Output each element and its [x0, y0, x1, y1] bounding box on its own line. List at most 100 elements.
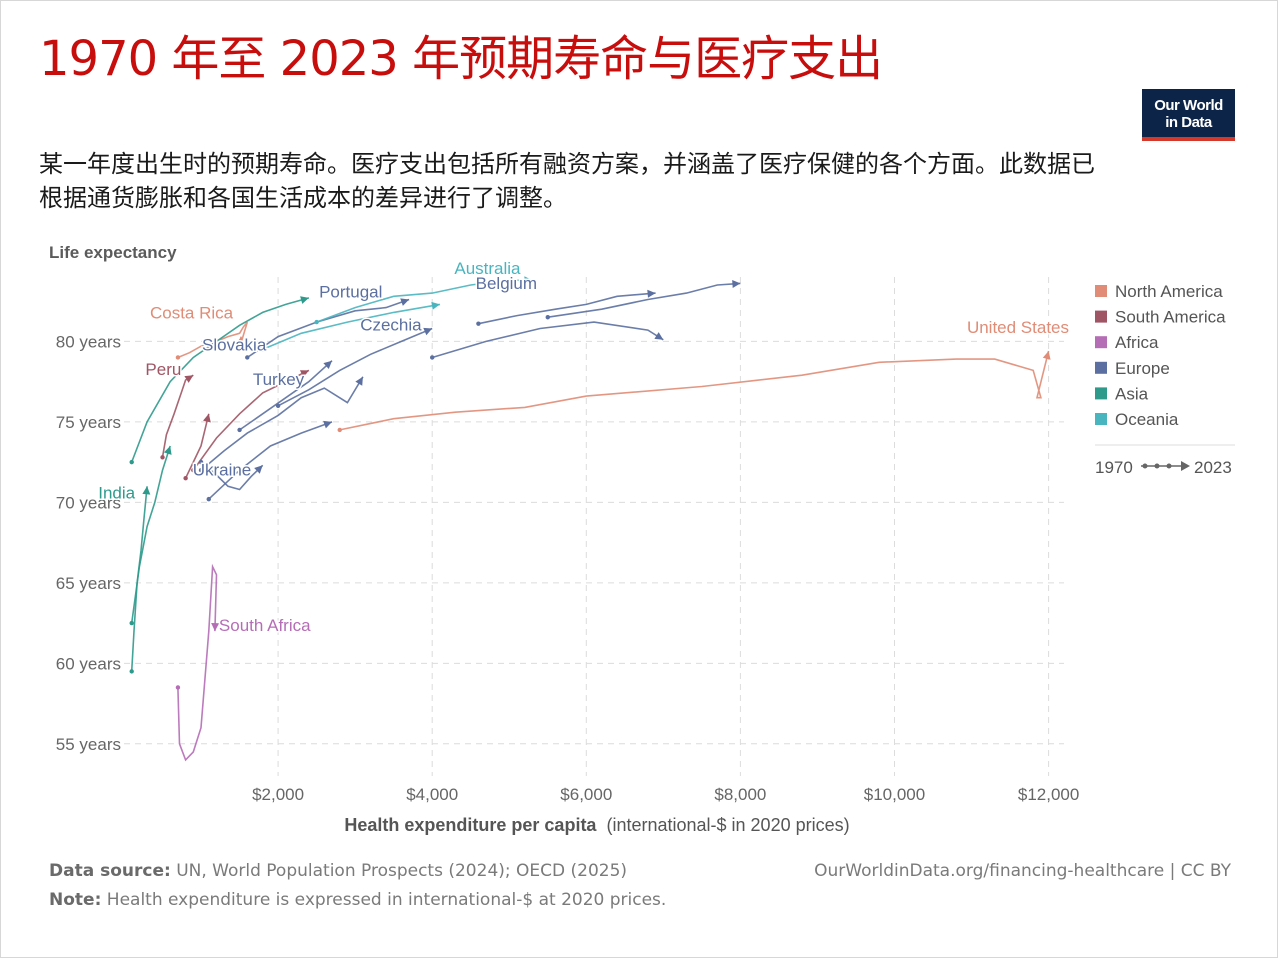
- series-line[interactable]: [431, 321, 664, 359]
- series-end-arrow: [163, 446, 172, 455]
- series-line[interactable]: [200, 376, 364, 471]
- series-end-arrow: [142, 486, 151, 495]
- series-start-point: [175, 685, 181, 690]
- series-line[interactable]: [130, 445, 171, 624]
- chart-subtitle: 某一年度出生时的预期寿命。医疗支出包括所有融资方案，并涵盖了医疗保健的各个方面。…: [39, 150, 1095, 212]
- data-source: Data source: UN, World Population Prospe…: [49, 861, 627, 881]
- series-label[interactable]: Belgium: [474, 273, 538, 295]
- series-line[interactable]: [316, 279, 533, 323]
- series-line[interactable]: [177, 321, 249, 359]
- x-tick-label: $2,000: [252, 785, 304, 804]
- series-line[interactable]: [208, 421, 333, 500]
- series-start-point: [191, 467, 196, 473]
- series-label[interactable]: Turkey: [251, 368, 306, 390]
- y-axis-label: Life expectancy: [49, 243, 177, 262]
- timeline-dot: [1166, 463, 1172, 469]
- x-tick-label: $8,000: [714, 785, 766, 804]
- owid-logo[interactable]: Our World in Data: [1142, 89, 1235, 141]
- legend-swatch: [1095, 361, 1107, 374]
- series-start-point: [198, 467, 204, 473]
- series-label[interactable]: India: [97, 482, 137, 504]
- series-start-point: [206, 496, 211, 502]
- series-line[interactable]: [339, 350, 1050, 431]
- legend-swatch: [1095, 310, 1107, 323]
- series-end-arrow: [300, 296, 309, 304]
- timeline-dot: [1154, 463, 1160, 469]
- series-start-point: [160, 455, 165, 460]
- series-start-point: [129, 669, 134, 674]
- series-label[interactable]: South Africa: [217, 615, 312, 637]
- x-tick-label: $4,000: [406, 785, 458, 804]
- series-line[interactable]: [277, 327, 433, 407]
- series-line[interactable]: [262, 303, 441, 351]
- series-end-arrow: [184, 375, 194, 383]
- series-end-arrow: [211, 622, 220, 632]
- x-axis-label-rest: (international-$ in 2020 prices): [606, 815, 849, 835]
- series-line[interactable]: [184, 413, 210, 479]
- timeline-legend[interactable]: 1970 2023: [1095, 458, 1232, 477]
- legend-label[interactable]: North America: [1115, 282, 1223, 301]
- y-tick-label: 65 years: [56, 574, 121, 593]
- series-start-point: [245, 355, 250, 360]
- legend-label[interactable]: Europe: [1115, 359, 1170, 378]
- x-axis-label: Health expenditure per capita (internati…: [344, 815, 849, 835]
- source-url[interactable]: OurWorldinData.org/financing-healthcare …: [814, 861, 1231, 881]
- x-tick-label: $10,000: [864, 785, 925, 804]
- grid: [124, 277, 1064, 776]
- series-end-arrow: [355, 376, 363, 386]
- series-label[interactable]: Australia: [453, 258, 523, 280]
- legend-label[interactable]: South America: [1115, 308, 1226, 327]
- series-end-arrow: [732, 279, 741, 288]
- series-line[interactable]: [239, 360, 333, 431]
- series-end-arrow: [323, 420, 332, 429]
- series-line[interactable]: [246, 298, 410, 359]
- y-tick-label: 80 years: [56, 332, 121, 351]
- legend-label[interactable]: Africa: [1115, 333, 1159, 352]
- series-line[interactable]: [200, 461, 264, 491]
- series-label[interactable]: Czechia: [359, 314, 424, 336]
- legend[interactable]: North America South America Africa Europe As…: [1095, 282, 1235, 446]
- series-line[interactable]: [130, 297, 310, 463]
- legend-swatch: [1095, 413, 1107, 425]
- note: Note: Health expenditure is expressed in…: [49, 890, 666, 910]
- series-label[interactable]: Ukraine: [191, 459, 253, 481]
- note-text: Health expenditure is expressed in inter…: [106, 890, 667, 910]
- series-labels: United States Costa Rica Peru South Africa P…: [97, 258, 1071, 637]
- note-label: Note:: [49, 890, 102, 910]
- x-tick-label: $12,000: [1018, 785, 1079, 804]
- legend-label[interactable]: Asia: [1115, 384, 1149, 403]
- series-line[interactable]: [130, 486, 148, 672]
- series-start-point: [198, 459, 204, 465]
- legend-label[interactable]: Oceania: [1115, 410, 1179, 429]
- timeline-arrow: [1181, 461, 1190, 471]
- series-end-arrow: [236, 336, 244, 346]
- series-end-arrow: [299, 370, 309, 378]
- series-label[interactable]: Portugal: [318, 281, 384, 303]
- series-end-arrow: [431, 301, 440, 310]
- logo-line-2: in Data: [1165, 114, 1212, 131]
- y-tick-label: 60 years: [56, 654, 121, 673]
- series-line[interactable]: [192, 369, 310, 471]
- y-tick-label: 55 years: [56, 735, 121, 754]
- series-label[interactable]: Peru: [144, 359, 183, 381]
- series-label[interactable]: Slovakia: [201, 334, 269, 356]
- series-start-point: [545, 315, 550, 320]
- series-label[interactable]: United States: [965, 317, 1070, 339]
- series-end-arrow: [654, 332, 664, 340]
- x-axis-label-bold: Health expenditure per capita: [344, 815, 597, 835]
- series-line[interactable]: [478, 292, 656, 325]
- series-start-point: [337, 427, 342, 433]
- series-label[interactable]: Costa Rica: [148, 302, 235, 324]
- series-start-point: [129, 620, 134, 626]
- series-start-point: [476, 321, 481, 326]
- legend-swatch: [1095, 387, 1107, 400]
- timeline-end: 2023: [1194, 458, 1232, 477]
- page-title: 1970 年至 2023 年预期寿命与医疗支出: [39, 31, 883, 87]
- series-line[interactable]: [177, 563, 218, 762]
- series-start-point: [175, 355, 181, 360]
- series-line[interactable]: [547, 282, 741, 318]
- timeline-start: 1970: [1095, 458, 1133, 477]
- series-end-arrow: [524, 276, 533, 285]
